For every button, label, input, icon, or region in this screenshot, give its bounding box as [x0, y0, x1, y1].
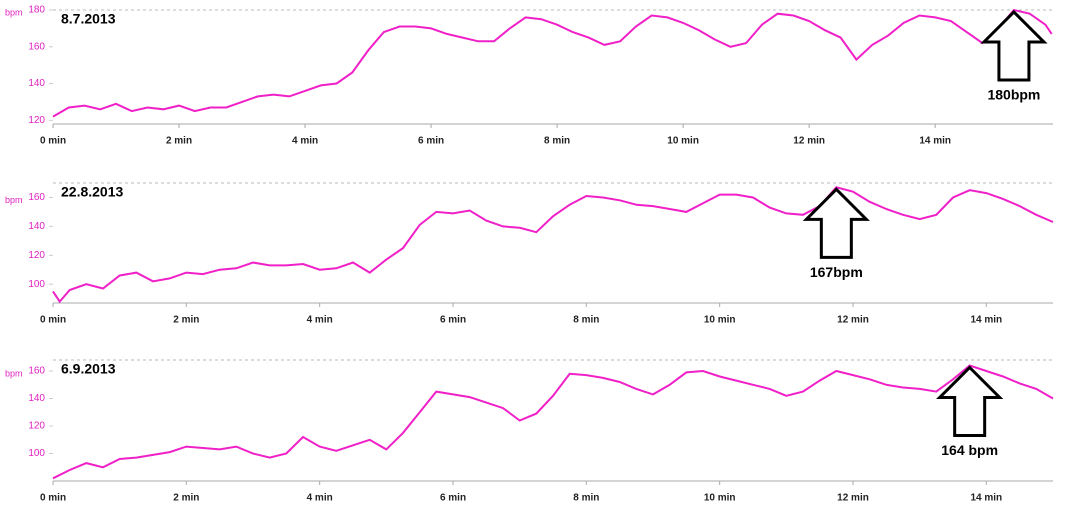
y-tick-label: 120 — [28, 115, 45, 126]
annotation: 164 bpm — [941, 442, 998, 458]
x-tick-label: 10 min — [704, 315, 736, 326]
y-tick-label: 100 — [28, 448, 45, 459]
x-tick-label: 6 min — [418, 136, 444, 147]
y-axis-label: bpm — [5, 195, 23, 205]
x-tick-label: 2 min — [166, 136, 192, 147]
y-tick-label: 160 — [28, 41, 45, 52]
x-tick-label: 12 min — [793, 136, 825, 147]
x-tick-label: 12 min — [837, 493, 869, 504]
x-tick-label: 0 min — [40, 136, 66, 147]
x-tick-label: 4 min — [307, 493, 333, 504]
arrow — [936, 365, 1004, 437]
x-tick-label: 8 min — [573, 493, 599, 504]
x-tick-label: 10 min — [667, 136, 699, 147]
y-tick-label: 140 — [28, 78, 45, 89]
x-tick-label: 10 min — [704, 493, 736, 504]
annotation: 180bpm — [987, 87, 1040, 103]
y-tick-label: 100 — [28, 279, 45, 290]
y-tick-label: 120 — [28, 250, 45, 261]
y-tick-label: 140 — [28, 221, 45, 232]
y-tick-label: 180 — [28, 5, 45, 16]
x-tick-label: 8 min — [573, 315, 599, 326]
x-tick-label: 4 min — [292, 136, 318, 147]
heart-rate-line — [52, 364, 1054, 480]
y-tick-label: 160 — [28, 192, 45, 203]
heart-rate-line — [52, 186, 1054, 304]
y-axis-label: bpm — [5, 7, 23, 17]
x-tick-label: 6 min — [440, 493, 466, 504]
chart-title: 22.8.2013 — [61, 184, 123, 200]
x-tick-label: 14 min — [970, 315, 1002, 326]
x-tick-label: 14 min — [970, 493, 1002, 504]
x-tick-label: 8 min — [544, 136, 570, 147]
heart-rate-line — [52, 8, 1053, 118]
x-tick-label: 12 min — [837, 315, 869, 326]
chart-title: 8.7.2013 — [61, 11, 116, 27]
x-tick-label: 0 min — [40, 315, 66, 326]
chart-title: 6.9.2013 — [61, 361, 116, 377]
y-axis-label: bpm — [5, 368, 23, 378]
x-tick-label: 14 min — [919, 136, 951, 147]
x-tick-label: 4 min — [307, 315, 333, 326]
x-tick-label: 2 min — [173, 493, 199, 504]
y-tick-label: 160 — [28, 366, 45, 377]
x-tick-label: 2 min — [173, 315, 199, 326]
arrow — [980, 9, 1048, 82]
y-tick-label: 120 — [28, 421, 45, 432]
annotation: 167bpm — [810, 264, 863, 280]
x-tick-label: 6 min — [440, 315, 466, 326]
arrow — [802, 187, 870, 259]
y-tick-label: 140 — [28, 393, 45, 404]
x-tick-label: 0 min — [40, 493, 66, 504]
